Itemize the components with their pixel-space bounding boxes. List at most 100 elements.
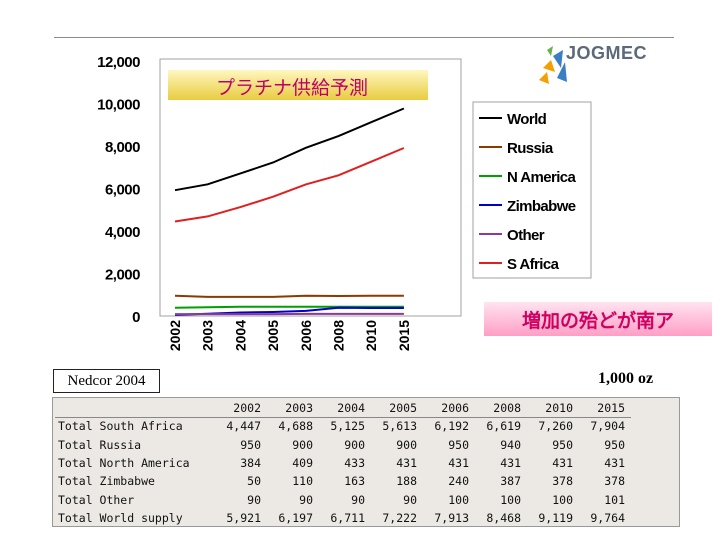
table-cell: 4,447 xyxy=(226,419,261,434)
table-cell: 4,688 xyxy=(278,419,313,434)
legend-label: World xyxy=(507,111,547,128)
table-col-header: 2003 xyxy=(285,401,313,416)
table-cell: 431 xyxy=(500,455,521,470)
table-cell: 8,468 xyxy=(486,511,521,526)
y-tick-label: 2,000 xyxy=(105,267,140,284)
x-tick-label: 2002 xyxy=(167,320,183,351)
x-tick-label: 2003 xyxy=(200,320,216,351)
table-cell: 240 xyxy=(448,474,469,489)
table-cell: 950 xyxy=(240,437,261,452)
table-row-label: Total World supply xyxy=(58,511,183,526)
supply-table: 2002 2003 2004 2005 2006 2008 2010 2015 … xyxy=(52,397,680,527)
x-tick-label: 2006 xyxy=(298,320,314,351)
logo-text: JOGMEC xyxy=(566,43,648,63)
y-tick-label: 10,000 xyxy=(97,97,140,114)
table-cell: 90 xyxy=(299,492,313,507)
table-col-header: 2008 xyxy=(493,401,521,416)
table-row: Total South Africa 4,447 4,688 5,125 5,613 6,… xyxy=(55,417,631,435)
legend-label: Zimbabwe xyxy=(507,198,576,215)
table-row-label: Total North America xyxy=(58,455,190,470)
table-header-row: 2002 2003 2004 2005 2006 2008 2010 2015 xyxy=(55,400,631,417)
table-cell: 90 xyxy=(247,492,261,507)
table-cell: 950 xyxy=(552,437,573,452)
table-cell: 409 xyxy=(292,455,313,470)
table-cell: 433 xyxy=(344,455,365,470)
table-cell: 950 xyxy=(604,437,625,452)
table-cell: 431 xyxy=(552,455,573,470)
table-cell: 100 xyxy=(500,492,521,507)
table-cell: 110 xyxy=(292,474,313,489)
callout-box xyxy=(484,302,712,336)
table-cell: 90 xyxy=(403,492,417,507)
legend-box xyxy=(472,101,592,279)
series-line-world xyxy=(174,107,405,192)
series-line-s-africa xyxy=(174,147,405,223)
table-col-header: 2010 xyxy=(545,401,573,416)
table-row: Total Other 90 90 90 90 100 100 100 101 xyxy=(55,491,631,509)
x-tick-label: 2004 xyxy=(232,320,248,351)
table-cell: 900 xyxy=(292,437,313,452)
table-cell: 100 xyxy=(552,492,573,507)
table-cell: 900 xyxy=(344,437,365,452)
legend-label: Russia xyxy=(507,140,554,157)
series-line-russia xyxy=(174,294,404,298)
x-tick-label: 2008 xyxy=(331,320,347,351)
table-cell: 387 xyxy=(500,474,521,489)
table-row-label: Total Other xyxy=(58,492,135,507)
table-cell: 7,904 xyxy=(590,419,625,434)
series-line-n-america xyxy=(174,305,404,309)
table-cell: 5,613 xyxy=(382,419,417,434)
table-row-label: Total South Africa xyxy=(58,419,183,434)
y-tick-label: 4,000 xyxy=(105,224,140,241)
table-cell: 7,260 xyxy=(538,419,573,434)
table-col-header: 2002 xyxy=(233,401,261,416)
table-cell: 6,197 xyxy=(278,511,313,526)
table-cell: 7,222 xyxy=(382,511,417,526)
table-row: Total North America 384 409 433 431 431 431 431… xyxy=(55,454,631,472)
table-row: Total Russia 950 900 900 900 950 940 950 950 xyxy=(55,435,631,453)
table-cell: 101 xyxy=(604,492,625,507)
table-cell: 50 xyxy=(247,474,261,489)
table-cell: 378 xyxy=(552,474,573,489)
y-tick-label: 12,000 xyxy=(97,54,140,71)
table-row-label: Total Russia xyxy=(58,437,142,452)
table-cell: 100 xyxy=(448,492,469,507)
source-label: Nedcor 2004 xyxy=(53,369,160,393)
table-cell: 163 xyxy=(344,474,365,489)
table-cell: 6,711 xyxy=(330,511,365,526)
x-tick-label: 2010 xyxy=(363,320,379,351)
table-row: Total Zimbabwe 50 110 163 188 240 387 378 378 xyxy=(55,472,631,490)
table-row-label: Total Zimbabwe xyxy=(58,474,155,489)
table-row: Total World supply 5,921 6,197 6,711 7,222 7,… xyxy=(55,509,631,527)
legend-label: N America xyxy=(507,169,577,186)
unit-label: 1,000 oz xyxy=(598,370,654,387)
table-cell: 431 xyxy=(604,455,625,470)
table-cell: 6,192 xyxy=(434,419,469,434)
legend-label: S Africa xyxy=(507,256,560,273)
x-tick-label: 2015 xyxy=(396,320,412,351)
table-corner xyxy=(55,400,215,417)
table-cell: 900 xyxy=(396,437,417,452)
chart-title: プラチナ供給予測 xyxy=(216,77,368,99)
table-cell: 7,913 xyxy=(434,511,469,526)
plot-area xyxy=(159,58,462,317)
table-col-header: 2004 xyxy=(337,401,365,416)
table-cell: 384 xyxy=(240,455,261,470)
table-cell: 90 xyxy=(351,492,365,507)
legend-label: Other xyxy=(507,227,545,244)
table-cell: 431 xyxy=(396,455,417,470)
table-cell: 431 xyxy=(448,455,469,470)
x-tick-label: 2005 xyxy=(265,320,281,351)
table-cell: 9,119 xyxy=(538,511,573,526)
y-tick-label: 8,000 xyxy=(105,139,140,156)
title-box xyxy=(168,70,428,100)
table-cell: 9,764 xyxy=(590,511,625,526)
table-cell: 950 xyxy=(448,437,469,452)
table-cell: 6,619 xyxy=(486,419,521,434)
header-rule xyxy=(54,37,674,38)
table-cell: 188 xyxy=(396,474,417,489)
table-cell: 940 xyxy=(500,437,521,452)
table-cell: 5,125 xyxy=(330,419,365,434)
table-col-header: 2015 xyxy=(597,401,625,416)
